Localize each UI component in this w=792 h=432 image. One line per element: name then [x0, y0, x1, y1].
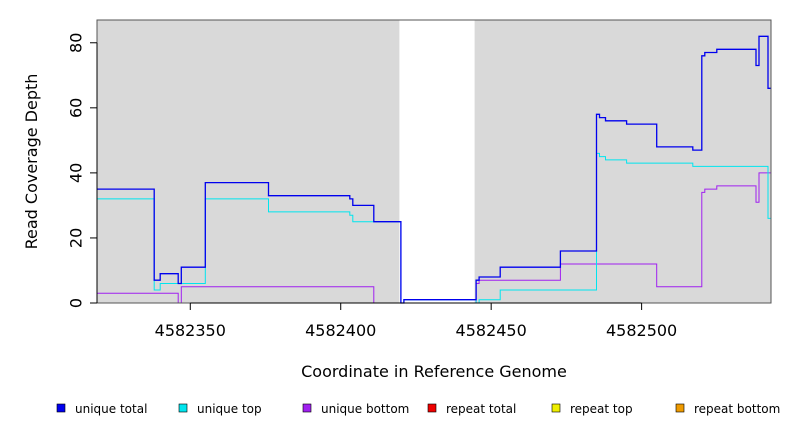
- x-tick-label: 4582350: [155, 321, 226, 340]
- y-axis: 0 20 40 60 80: [67, 33, 98, 308]
- legend-label-repeat-top: repeat top: [570, 402, 633, 416]
- legend-swatch-repeat-top: [551, 403, 561, 413]
- plot-background: [97, 20, 771, 303]
- y-tick-label: 60: [67, 98, 86, 118]
- series-line-unique-total: [97, 35, 771, 304]
- legend-swatch-repeat-total: [427, 403, 437, 413]
- y-tick-label: 40: [67, 163, 86, 183]
- legend-label-repeat-total: repeat total: [446, 402, 516, 416]
- y-tick-label: 80: [67, 33, 86, 53]
- legend-swatch-unique-bottom: [302, 403, 312, 413]
- x-tick-label: 4582500: [606, 321, 677, 340]
- x-tick-label: 4582450: [456, 321, 527, 340]
- shaded-region-left: [97, 20, 400, 303]
- legend-swatch-repeat-bottom: [675, 403, 685, 413]
- legend: unique total unique top unique bottom repea…: [56, 402, 780, 416]
- shaded-region-right: [474, 20, 771, 303]
- legend-label-unique-total: unique total: [75, 402, 147, 416]
- y-tick-label: 0: [67, 298, 86, 308]
- y-axis-title: Read Coverage Depth: [22, 74, 41, 250]
- x-axis-title: Coordinate in Reference Genome: [301, 362, 567, 381]
- x-axis: 4582350 4582400 4582450 4582500: [155, 302, 677, 340]
- legend-swatch-unique-total: [56, 403, 66, 413]
- series-line-unique-bottom: [97, 172, 771, 304]
- x-tick-label: 4582400: [305, 321, 376, 340]
- legend-label-repeat-bottom: repeat bottom: [694, 402, 780, 416]
- y-tick-label: 20: [67, 228, 86, 248]
- legend-label-unique-top: unique top: [197, 402, 262, 416]
- legend-swatch-unique-top: [178, 403, 188, 413]
- legend-label-unique-bottom: unique bottom: [321, 402, 409, 416]
